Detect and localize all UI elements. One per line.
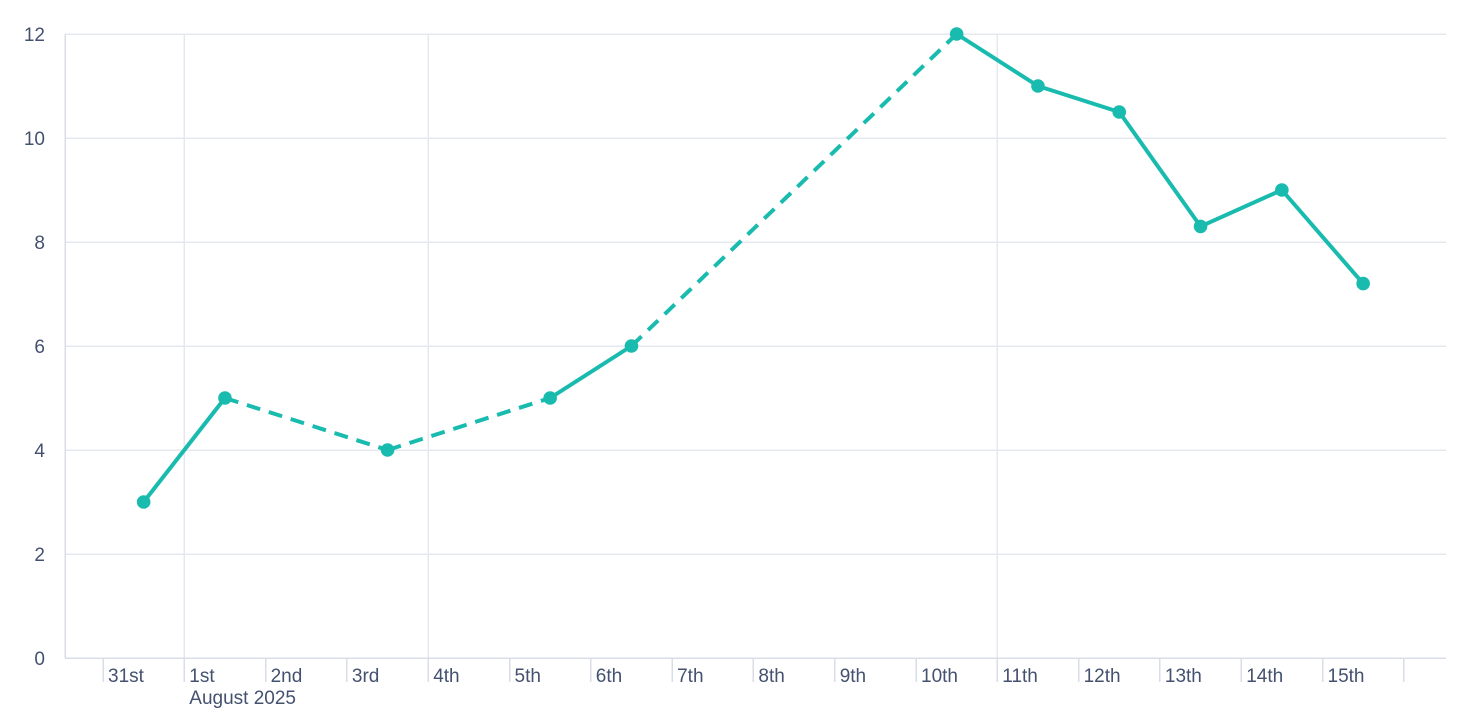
data-point[interactable] — [1193, 219, 1208, 234]
y-tick-label: 8 — [34, 233, 45, 254]
x-tick-label: 15th — [1328, 666, 1365, 687]
data-point[interactable] — [543, 391, 557, 405]
x-tick-label: 1st — [189, 666, 215, 687]
data-point[interactable] — [1112, 105, 1127, 119]
x-tick-label: 10th — [921, 666, 958, 687]
y-tick-label: 0 — [34, 649, 45, 670]
x-tick-label: 2nd — [271, 666, 303, 687]
y-tick-label: 12 — [24, 25, 45, 46]
line-segment-solid — [1279, 188, 1366, 286]
data-point[interactable] — [380, 443, 395, 457]
x-tick-label: 8th — [758, 666, 784, 687]
x-tick-label: 3rd — [352, 666, 379, 687]
x-tick-label: 13th — [1165, 666, 1202, 687]
line-segment-solid — [1198, 188, 1284, 229]
y-tick-label: 2 — [34, 545, 45, 566]
line-segment-solid — [1035, 84, 1122, 114]
x-tick-label: 9th — [840, 666, 866, 687]
data-point[interactable] — [1031, 79, 1045, 93]
line-segment-solid — [1117, 110, 1203, 229]
data-point[interactable] — [218, 391, 232, 405]
line-segment-dashed — [630, 32, 959, 348]
y-tick-label: 4 — [34, 441, 45, 462]
data-point[interactable] — [1356, 276, 1370, 291]
line-segment-solid — [141, 396, 227, 504]
line-segment-dashed — [386, 396, 551, 452]
month-label: August 2025 — [189, 688, 296, 709]
x-tick-label: 5th — [515, 666, 541, 687]
data-point[interactable] — [949, 27, 964, 41]
line-segment-solid — [954, 32, 1040, 88]
x-tick-label: 7th — [677, 666, 703, 687]
data-point[interactable] — [136, 495, 151, 509]
data-point[interactable] — [624, 339, 639, 353]
line-segment-dashed — [224, 396, 389, 452]
x-tick-label: 14th — [1246, 666, 1283, 687]
data-point[interactable] — [1275, 183, 1289, 197]
y-tick-label: 10 — [24, 129, 45, 150]
line-segment-solid — [548, 344, 634, 400]
y-tick-label: 6 — [34, 337, 45, 358]
x-tick-label: 6th — [596, 666, 622, 687]
x-tick-label: 12th — [1084, 666, 1121, 687]
x-tick-label: 11th — [1002, 666, 1038, 687]
x-tick-label: 4th — [433, 666, 459, 687]
x-tick-label: 31st — [108, 666, 145, 687]
